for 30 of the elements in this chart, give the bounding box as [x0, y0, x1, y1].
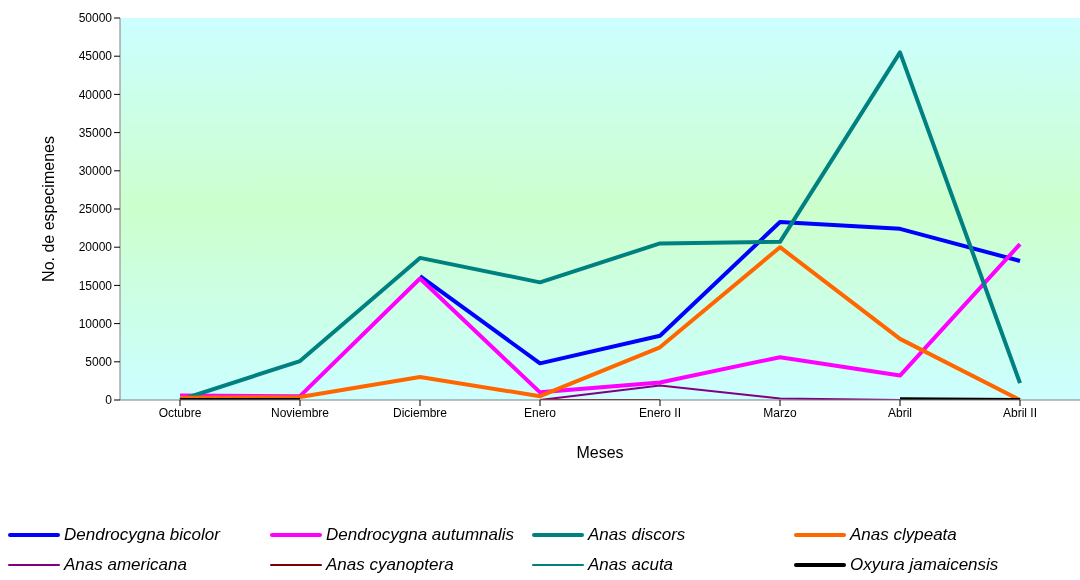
legend-label: Anas cyanoptera — [326, 555, 454, 575]
x-tick-label: Octubre — [158, 405, 202, 420]
y-tick-label: 40000 — [78, 87, 113, 102]
y-tick-label: 20000 — [78, 240, 113, 255]
x-tick-label: Enero — [523, 405, 557, 420]
y-tick-label: 0 — [105, 393, 113, 408]
x-tick-label: Marzo — [763, 405, 797, 420]
y-tick-label: 15000 — [78, 278, 113, 293]
y-tick-label: 5000 — [85, 355, 113, 370]
y-tick-label: 10000 — [78, 316, 113, 331]
y-tick-label: 25000 — [78, 202, 113, 217]
legend-label: Dendrocygna bicolor — [64, 525, 220, 545]
legend-label: Anas acuta — [588, 555, 674, 575]
legend-label: Oxyura jamaicensis — [850, 555, 999, 575]
y-tick-label: 35000 — [78, 125, 113, 140]
x-tick-label: Noviembre — [270, 405, 330, 420]
x-tick-label: Diciembre — [392, 405, 448, 420]
y-axis-title: No. de especimenes — [39, 136, 57, 282]
legend-label: Dendrocygna autumnalis — [326, 525, 515, 545]
legend-label: Anas americana — [64, 555, 187, 575]
x-tick-label: Abril II — [1002, 405, 1038, 420]
legend-label: Anas discors — [588, 525, 686, 545]
y-tick-label: 50000 — [78, 11, 113, 26]
y-tick-label: 45000 — [78, 49, 113, 64]
legend-label: Anas clypeata — [850, 525, 957, 545]
x-axis-title: Meses — [576, 444, 624, 461]
x-tick-label: Enero II — [638, 405, 682, 420]
line-series — [418, 219, 1022, 366]
x-tick-label: Abril — [887, 405, 913, 420]
y-tick-label: 30000 — [78, 164, 113, 179]
